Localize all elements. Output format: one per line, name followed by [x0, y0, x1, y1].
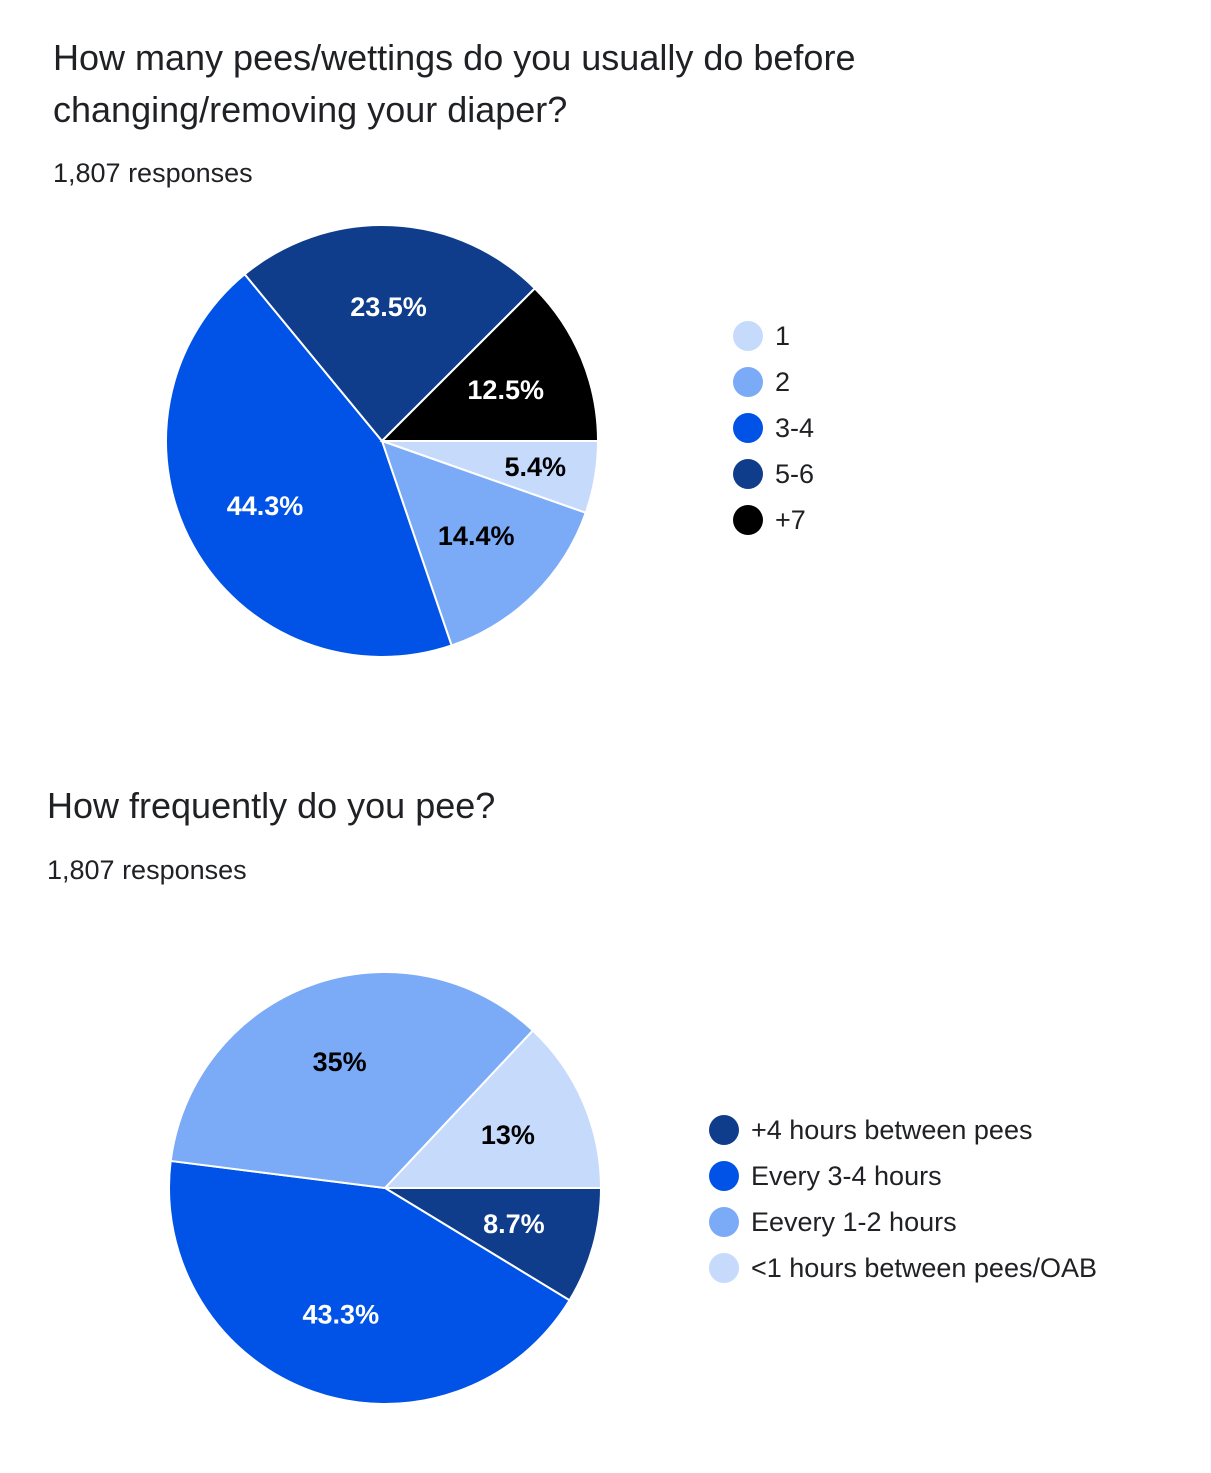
- legend-item-eevery-1-2-hours[interactable]: Eevery 1-2 hours: [709, 1199, 1097, 1245]
- slice-label-1: 5.4%: [505, 452, 567, 482]
- slice-label-3-4: 44.3%: [227, 491, 304, 521]
- pie-chart: 8.7% 43.3% 35% 13%: [168, 971, 603, 1405]
- legend-swatch: [733, 321, 763, 351]
- legend-swatch: [709, 1115, 739, 1145]
- legend-item-every-3-4-hours[interactable]: Every 3-4 hours: [709, 1153, 1097, 1199]
- slice-label-4-hours-between-pees: 8.7%: [483, 1209, 545, 1239]
- legend-swatch: [709, 1253, 739, 1283]
- legend-item-7[interactable]: +7: [733, 497, 814, 543]
- slice-label-every-3-4-hours: 43.3%: [303, 1299, 380, 1329]
- pie-slice-every-3-4-hours[interactable]: [168, 1159, 571, 1405]
- legend-swatch: [733, 367, 763, 397]
- legend-label: 3-4: [775, 412, 815, 443]
- legend-swatch: [733, 413, 763, 443]
- legend-swatch: [733, 505, 763, 535]
- pie-slice-2[interactable]: [380, 439, 587, 647]
- pie-slice-1-hours-between-pees-oab[interactable]: [382, 1029, 603, 1189]
- legend-label: +7: [775, 504, 806, 535]
- legend-label: Every 3-4 hours: [751, 1160, 942, 1191]
- legend-item-1-hours-between-pees-oab[interactable]: <1 hours between pees/OAB: [709, 1245, 1097, 1291]
- response-count: 1,807 responses: [53, 158, 253, 188]
- pie-chart: 5.4% 14.4% 44.3% 23.5% 12.5%: [164, 224, 600, 659]
- legend-item-2[interactable]: 2: [733, 359, 814, 405]
- legend-item-4-hours-between-pees[interactable]: +4 hours between pees: [709, 1107, 1097, 1153]
- legend-item-5-6[interactable]: 5-6: [733, 451, 814, 497]
- chart-title: How many pees/wettings do you usually do…: [53, 37, 856, 130]
- question-card-diaper-wettings: How many pees/wettings do you usually do…: [0, 0, 1211, 720]
- slice-label-2: 14.4%: [438, 521, 515, 551]
- chart-title: How frequently do you pee?: [47, 785, 496, 826]
- question-card-pee-frequency: How frequently do you pee? 1,807 respons…: [0, 740, 1211, 1473]
- legend-item-3-4[interactable]: 3-4: [733, 405, 814, 451]
- legend-label: <1 hours between pees/OAB: [751, 1252, 1097, 1283]
- response-count: 1,807 responses: [47, 855, 247, 885]
- legend-label: +4 hours between pees: [751, 1114, 1033, 1145]
- legend-label: Eevery 1-2 hours: [751, 1206, 957, 1237]
- slice-label-eevery-1-2-hours: 35%: [313, 1047, 367, 1077]
- legend-label: 1: [775, 320, 791, 351]
- slice-label-1-hours-between-pees-oab: 13%: [481, 1120, 535, 1150]
- pie-slice-5-6[interactable]: [243, 224, 537, 443]
- chart-legend: 1 2 3-4 5-6 +7: [733, 313, 814, 543]
- legend-label: 5-6: [775, 458, 815, 489]
- legend-swatch: [733, 459, 763, 489]
- legend-item-1[interactable]: 1: [733, 313, 814, 359]
- slice-label-7: 12.5%: [467, 375, 544, 405]
- pie-slice-7[interactable]: [379, 286, 600, 442]
- pie-slice-eevery-1-2-hours[interactable]: [169, 971, 535, 1190]
- legend-label: 2: [775, 366, 791, 397]
- chart-legend: +4 hours between pees Every 3-4 hours Eeve…: [709, 1107, 1097, 1291]
- legend-swatch: [709, 1161, 739, 1191]
- pie-slice-4-hours-between-pees[interactable]: [381, 1187, 603, 1302]
- pie-slice-3-4[interactable]: [164, 272, 453, 659]
- legend-swatch: [709, 1207, 739, 1237]
- slice-label-5-6: 23.5%: [350, 292, 427, 322]
